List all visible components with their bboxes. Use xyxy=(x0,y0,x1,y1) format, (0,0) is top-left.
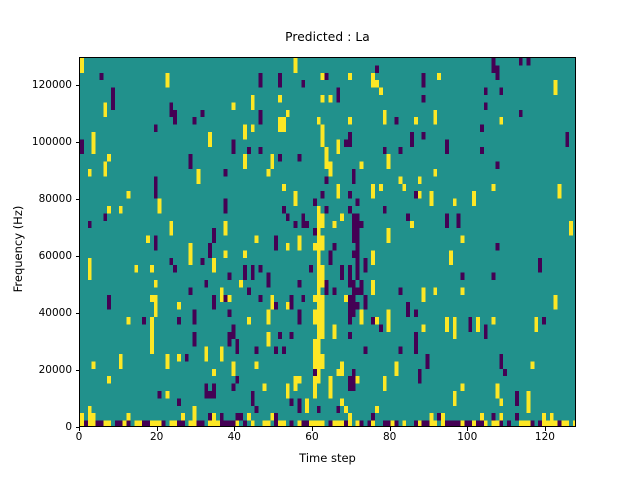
y-tick-mark xyxy=(75,313,79,315)
x-tick-label: 120 xyxy=(534,431,555,443)
y-tick-label: 60000 xyxy=(38,250,72,263)
x-tick-label: 80 xyxy=(382,431,397,443)
x-tick-mark xyxy=(234,427,236,431)
y-tick-mark xyxy=(75,142,79,144)
x-tick-label: 0 xyxy=(75,431,83,443)
y-tick-mark xyxy=(75,427,79,428)
x-tick-mark xyxy=(544,427,546,431)
y-tick-label: 0 xyxy=(65,421,72,433)
y-tick-label: 20000 xyxy=(38,364,72,377)
x-axis-label: Time step xyxy=(299,451,356,465)
y-tick-mark xyxy=(75,256,79,258)
y-axis-label: Frequency (Hz) xyxy=(11,205,25,293)
y-tick-label: 40000 xyxy=(38,307,72,320)
chart-title: Predicted : La xyxy=(285,30,370,44)
x-tick-mark xyxy=(467,427,469,431)
y-tick-label: 120000 xyxy=(31,79,72,92)
x-tick-label: 100 xyxy=(457,431,478,443)
y-tick-label: 80000 xyxy=(38,193,72,206)
x-tick-mark xyxy=(79,427,80,431)
x-tick-mark xyxy=(156,427,158,431)
x-tick-label: 40 xyxy=(227,431,241,443)
x-tick-label: 20 xyxy=(149,431,164,443)
heatmap-raster xyxy=(80,58,575,426)
y-tick-mark xyxy=(75,370,79,372)
y-tick-mark xyxy=(75,199,79,201)
y-tick-label: 100000 xyxy=(31,136,72,149)
heatmap-axes xyxy=(79,57,576,427)
x-tick-mark xyxy=(311,427,313,431)
y-tick-mark xyxy=(75,85,79,87)
x-tick-mark xyxy=(389,427,391,431)
x-tick-label: 60 xyxy=(305,431,319,443)
